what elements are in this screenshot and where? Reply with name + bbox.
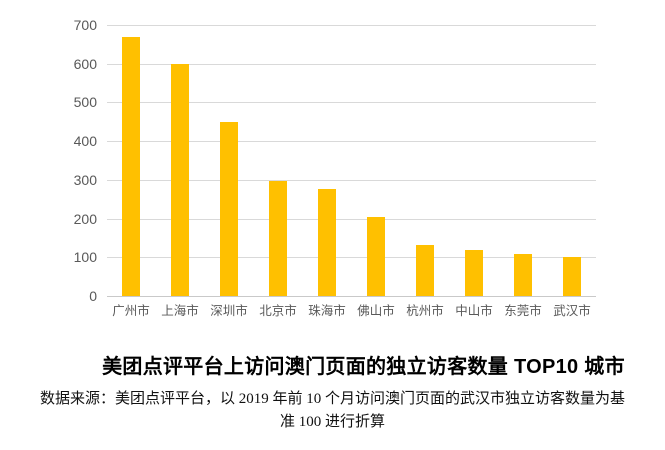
bar-北京市 bbox=[269, 181, 287, 296]
source-note: 数据来源：美团点评平台，以 2019 年前 10 个月访问澳门页面的武汉市独立访… bbox=[0, 388, 665, 434]
gridline-700 bbox=[107, 25, 596, 26]
x-axis-line bbox=[107, 296, 596, 297]
x-tick-label-广州市: 广州市 bbox=[112, 304, 150, 318]
bar-佛山市 bbox=[367, 217, 385, 296]
bar-中山市 bbox=[465, 250, 483, 296]
x-tick-label-上海市: 上海市 bbox=[161, 304, 199, 318]
y-tick-label-700: 700 bbox=[73, 17, 97, 33]
bar-东莞市 bbox=[514, 254, 532, 296]
x-tick-label-深圳市: 深圳市 bbox=[210, 304, 248, 318]
gridline-400 bbox=[107, 141, 596, 142]
y-tick-label-0: 0 bbox=[89, 288, 97, 304]
bar-深圳市 bbox=[220, 122, 238, 296]
x-tick-label-中山市: 中山市 bbox=[455, 304, 493, 318]
gridline-500 bbox=[107, 102, 596, 103]
bar-珠海市 bbox=[318, 189, 336, 296]
gridline-600 bbox=[107, 64, 596, 65]
y-tick-label-500: 500 bbox=[73, 94, 97, 110]
y-tick-label-100: 100 bbox=[73, 249, 97, 265]
source-note-line-2: 准 100 进行折算 bbox=[279, 414, 385, 430]
gridline-200 bbox=[107, 219, 596, 220]
x-tick-label-东莞市: 东莞市 bbox=[504, 304, 542, 318]
bar-上海市 bbox=[171, 64, 189, 296]
y-tick-label-300: 300 bbox=[73, 172, 97, 188]
chart-title: 美团点评平台上访问澳门页面的独立访客数量 TOP10 城市 bbox=[102, 356, 625, 378]
bar-chart-plot-area: 0 100 200 300 400 500 600 700 广州市 上海市 深圳市 北京市 珠海市 佛山市… bbox=[73, 17, 596, 318]
bar-武汉市 bbox=[563, 257, 581, 296]
x-tick-label-珠海市: 珠海市 bbox=[308, 304, 346, 318]
x-tick-label-杭州市: 杭州市 bbox=[406, 304, 444, 318]
bar-广州市 bbox=[122, 37, 140, 296]
x-tick-label-北京市: 北京市 bbox=[259, 304, 297, 318]
gridline-100 bbox=[107, 257, 596, 258]
y-tick-label-600: 600 bbox=[73, 56, 97, 72]
bar-杭州市 bbox=[416, 245, 434, 296]
x-tick-label-武汉市: 武汉市 bbox=[553, 304, 591, 318]
y-tick-label-400: 400 bbox=[73, 133, 97, 149]
y-tick-label-200: 200 bbox=[73, 211, 97, 227]
x-tick-label-佛山市: 佛山市 bbox=[357, 304, 395, 318]
gridline-300 bbox=[107, 180, 596, 181]
source-note-line-1: 数据来源：美团点评平台，以 2019 年前 10 个月访问澳门页面的武汉市独立访… bbox=[39, 391, 625, 407]
